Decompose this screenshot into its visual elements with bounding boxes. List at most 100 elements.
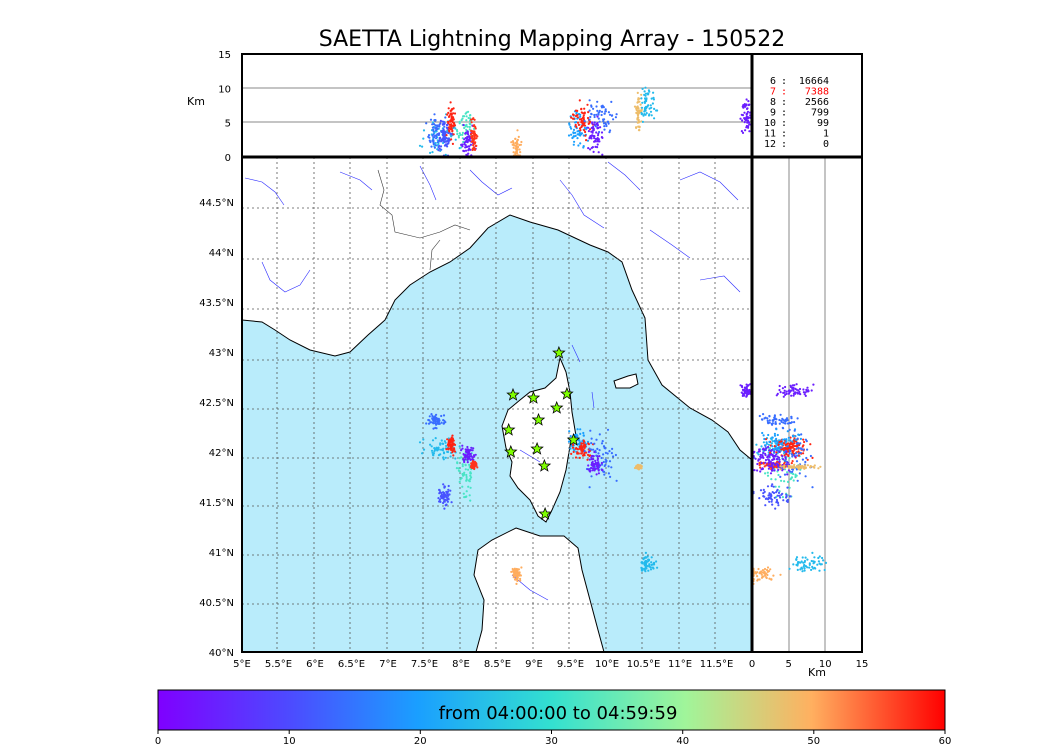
side-source-point — [801, 458, 805, 461]
map-source-point — [443, 500, 446, 503]
side-source-point — [786, 473, 789, 476]
altitude-source-point — [748, 130, 751, 133]
altitude-source-point — [468, 135, 471, 138]
side-tick-label: 15 — [856, 659, 869, 670]
altitude-source-point — [473, 132, 476, 135]
altitude-source-point — [643, 101, 647, 104]
side-source-point — [768, 449, 771, 452]
side-source-point — [794, 475, 797, 479]
altitude-source-point — [432, 141, 435, 144]
altitude-source-point — [437, 142, 440, 146]
altitude-source-point — [474, 144, 477, 148]
altitude-source-point — [427, 135, 430, 138]
map-source-point — [440, 439, 443, 442]
map-source-point — [457, 467, 460, 470]
altitude-source-point — [583, 112, 586, 115]
map-source-point — [611, 447, 614, 450]
lon-tick-label: 9°E — [525, 659, 543, 670]
map-source-point — [455, 467, 458, 470]
side-source-point — [766, 419, 769, 422]
altitude-source-point — [465, 115, 468, 118]
side-source-point — [784, 385, 787, 389]
map-source-point — [610, 452, 614, 455]
map-source-point — [647, 558, 650, 561]
altitude-source-point — [470, 130, 473, 133]
altitude-source-point — [474, 147, 477, 150]
map-source-point — [460, 449, 463, 452]
map-source-point — [473, 467, 476, 471]
map-source-point — [472, 447, 475, 450]
side-source-point — [789, 436, 792, 439]
altitude-source-point — [591, 134, 594, 137]
altitude-source-point — [582, 112, 585, 115]
side-source-point — [768, 415, 771, 418]
altitude-source-point — [587, 130, 591, 133]
side-source-point — [766, 474, 770, 477]
map-source-point — [453, 448, 456, 451]
map-source-point — [451, 444, 454, 447]
map-source-point — [448, 493, 451, 496]
map-source-point — [443, 507, 446, 510]
altitude-source-point — [651, 102, 655, 105]
map-source-point — [445, 503, 448, 506]
altitude-source-point — [457, 134, 460, 138]
map-source-point — [588, 458, 591, 461]
map-source-point — [586, 458, 589, 461]
lon-tick-label: 7.5°E — [411, 659, 438, 670]
side-source-point — [783, 451, 786, 454]
altitude-source-point — [441, 120, 444, 123]
map-source-point — [422, 438, 425, 441]
altitude-source-point — [588, 128, 592, 131]
altitude-source-point — [577, 112, 581, 116]
map-source-point — [438, 422, 441, 425]
altitude-source-point — [445, 137, 448, 140]
map-source-point — [446, 492, 449, 495]
side-source-point — [795, 438, 798, 441]
map-source-point — [431, 439, 435, 442]
map-source-point — [571, 446, 575, 449]
side-source-point — [802, 452, 805, 455]
map-source-point — [443, 485, 446, 488]
altitude-source-point — [570, 127, 573, 130]
altitude-source-point — [473, 124, 476, 127]
altitude-source-point — [461, 117, 464, 120]
altitude-source-point — [450, 126, 453, 129]
map-source-point — [603, 470, 606, 473]
side-source-point — [765, 576, 768, 579]
altitude-source-point — [428, 139, 431, 142]
side-source-point — [768, 500, 771, 503]
map-source-point — [653, 561, 656, 564]
altitude-source-point — [465, 119, 468, 122]
lat-tick-label: 44°N — [209, 248, 234, 259]
map-source-point — [600, 463, 604, 466]
altitude-source-point — [472, 144, 475, 147]
altitude-source-point — [599, 126, 602, 129]
altitude-source-point — [465, 111, 468, 114]
altitude-source-point — [743, 121, 746, 124]
side-source-point — [768, 577, 771, 580]
side-source-point — [802, 448, 805, 451]
map-source-point — [747, 392, 751, 395]
map-source-point — [607, 465, 610, 468]
map-source-point — [468, 480, 471, 483]
side-source-point — [810, 389, 813, 392]
side-source-point — [767, 496, 770, 500]
side-source-point — [783, 473, 787, 476]
map-source-point — [514, 578, 517, 581]
map-source-point — [444, 495, 447, 498]
map-source-point — [447, 488, 450, 491]
map-source-point — [641, 568, 644, 572]
side-source-point — [801, 567, 804, 570]
map-source-point — [655, 560, 658, 563]
table-stations: 9 — [770, 108, 776, 119]
side-source-point — [822, 559, 825, 562]
altitude-source-point — [587, 111, 590, 114]
side-source-point — [793, 429, 796, 432]
side-source-point — [788, 495, 791, 498]
map-source-point — [640, 566, 643, 570]
altitude-source-point — [567, 134, 571, 137]
map-source-point — [572, 450, 575, 453]
map-source-point — [436, 419, 439, 422]
altitude-source-point — [591, 122, 594, 125]
